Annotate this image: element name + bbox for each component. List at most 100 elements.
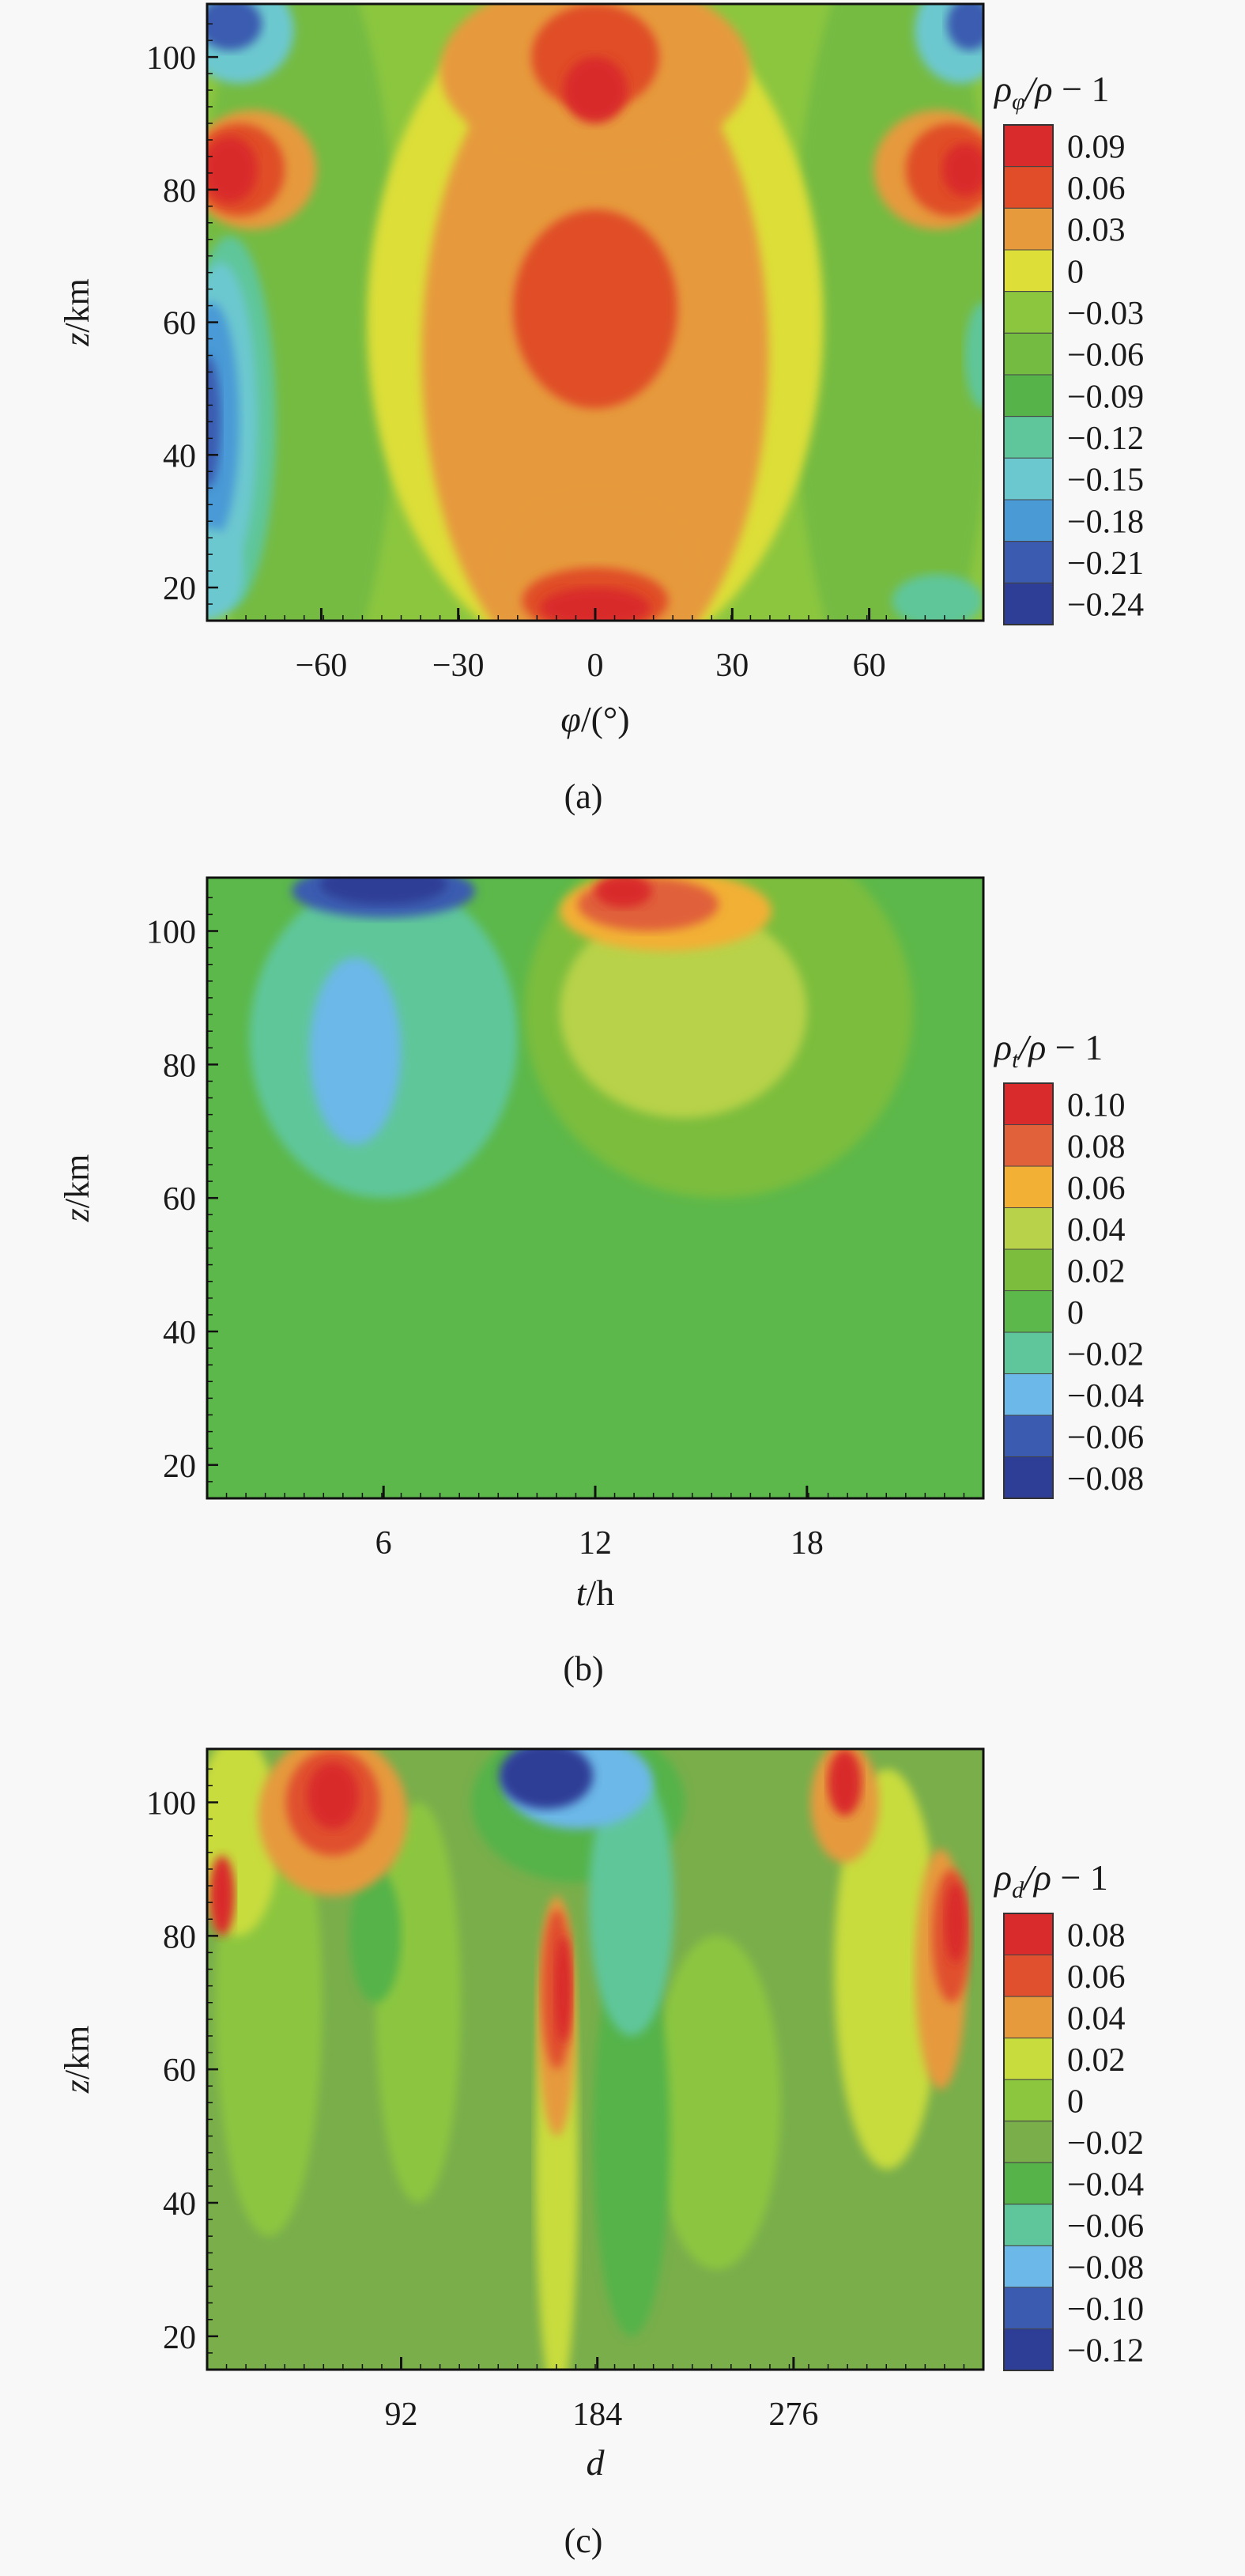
colorbar-label: −0.03: [1067, 296, 1144, 332]
colorbar-label: 0.08: [1067, 1129, 1126, 1165]
colorbar-label: 0.10: [1067, 1087, 1126, 1124]
colorbar-label: −0.06: [1067, 2208, 1144, 2245]
colorbar: 0.08 0.06 0.04 0.02 0 −0.02 −0.04 −0.06 −0.08 −0.…: [1003, 1913, 1144, 2371]
colorbar-swatch: [1003, 332, 1054, 376]
colorbar-swatch: [1003, 1165, 1054, 1208]
contour-region: [563, 57, 628, 123]
colorbar-label: −0.21: [1067, 546, 1144, 582]
x-tick-label: 30: [715, 648, 749, 684]
colorbar-frame: [1003, 124, 1054, 625]
colorbar-label: −0.04: [1067, 1378, 1144, 1415]
colorbar-swatch: [1003, 2079, 1054, 2122]
colorbar-label: −0.06: [1067, 338, 1144, 374]
colorbar-label: 0.09: [1067, 129, 1126, 165]
contour-region: [942, 143, 983, 197]
y-tick-label: 60: [163, 306, 196, 342]
colorbar-swatch: [1003, 1415, 1054, 1457]
contour-region: [309, 958, 402, 1145]
contour-region: [652, 1936, 781, 2270]
x-tick-label: 0: [587, 648, 604, 684]
y-axis-label: z/km: [58, 278, 96, 347]
colorbar-swatch: [1003, 124, 1054, 168]
contour-region: [834, 1769, 941, 2170]
contour-region: [209, 1856, 236, 1936]
x-tick-label: −30: [432, 648, 485, 684]
colorbar-label: −0.02: [1067, 1336, 1144, 1373]
colorbar-title: ρφ/ρ − 1: [993, 69, 1110, 115]
contour-region: [499, 1749, 594, 1809]
colorbar-swatch: [1003, 582, 1054, 625]
contour-region: [207, 4, 262, 51]
contour-region: [588, 1769, 674, 2036]
contour-region: [828, 1749, 862, 1816]
colorbar-label: −0.10: [1067, 2291, 1144, 2328]
colorbar-swatch: [1003, 1124, 1054, 1167]
colorbar-swatch: [1003, 1456, 1054, 1499]
x-tick-label: 12: [579, 1525, 612, 1562]
colorbar-frame: [1003, 1082, 1054, 1499]
contour-region: [207, 136, 258, 203]
y-tick-label: 60: [163, 2053, 196, 2089]
colorbar-label: −0.06: [1067, 1419, 1144, 1456]
colorbar-label: −0.02: [1067, 2125, 1144, 2162]
colorbar-swatch: [1003, 1082, 1054, 1125]
y-tick-label: 20: [163, 1449, 196, 1485]
colorbar-swatch: [1003, 2162, 1054, 2205]
y-tick-label: 100: [146, 40, 196, 77]
x-tick-label: −60: [296, 648, 348, 684]
contour-region: [319, 878, 447, 905]
x-tick-label: 60: [853, 648, 886, 684]
x-axis-label: t/h: [576, 1573, 615, 1613]
colorbar-label: 0.04: [1067, 2000, 1126, 2037]
contour-region: [349, 1868, 402, 2003]
contour-region: [946, 4, 983, 51]
x-axis-label: φ/(°): [560, 699, 629, 739]
colorbar-swatch: [1003, 1290, 1054, 1333]
y-tick-label: 80: [163, 173, 196, 210]
colorbar-swatch: [1003, 1955, 1054, 1997]
colorbar-title: ρt/ρ − 1: [993, 1027, 1103, 1073]
axis-ticks: [206, 23, 984, 621]
colorbar-swatch: [1003, 2328, 1054, 2371]
colorbar-swatch: [1003, 2038, 1054, 2080]
colorbar-swatch: [1003, 416, 1054, 459]
y-tick-label: 20: [163, 2320, 196, 2356]
colorbar-label: −0.04: [1067, 2167, 1144, 2204]
contour-region: [207, 302, 240, 542]
colorbar-label: 0.06: [1067, 171, 1126, 207]
colorbar-label: −0.12: [1067, 2333, 1144, 2370]
colorbar-label: −0.08: [1067, 1461, 1144, 1498]
contour-field: [207, 4, 983, 621]
x-tick-label: 18: [790, 1525, 824, 1562]
colorbar-label: −0.12: [1067, 421, 1144, 457]
panel-caption: (a): [564, 777, 603, 816]
colorbar: 0.10 0.08 0.06 0.04 0.02 0 −0.02 −0.04 −0.06 −0.0…: [1003, 1082, 1144, 1499]
contour-region: [513, 210, 677, 409]
contour-region: [945, 1882, 967, 1963]
colorbar-swatch: [1003, 1207, 1054, 1250]
colorbar-swatch: [1003, 457, 1054, 500]
colorbar-swatch: [1003, 2245, 1054, 2288]
contour-region: [307, 1762, 359, 1830]
y-tick-label: 100: [146, 915, 196, 951]
colorbar-label: −0.09: [1067, 379, 1144, 415]
colorbar-swatch: [1003, 541, 1054, 584]
contour-field: [207, 878, 983, 1498]
y-axis-label: z/km: [58, 1154, 96, 1223]
contour-region: [560, 904, 807, 1118]
colorbar-label: 0.02: [1067, 1253, 1126, 1290]
colorbar-swatch: [1003, 166, 1054, 209]
colorbar-label: 0.06: [1067, 1959, 1126, 1996]
x-tick-label: 276: [768, 2397, 818, 2433]
colorbar-swatch: [1003, 1373, 1054, 1416]
colorbar-title: ρd/ρ − 1: [993, 1857, 1108, 1903]
colorbar-label: 0.06: [1067, 1170, 1126, 1207]
y-tick-label: 80: [163, 1048, 196, 1084]
y-tick-label: 60: [163, 1181, 196, 1218]
contour-region: [892, 574, 983, 621]
colorbar-label: −0.18: [1067, 504, 1144, 540]
colorbar-swatch: [1003, 374, 1054, 417]
colorbar-swatch: [1003, 1331, 1054, 1374]
colorbar-swatch: [1003, 207, 1054, 251]
